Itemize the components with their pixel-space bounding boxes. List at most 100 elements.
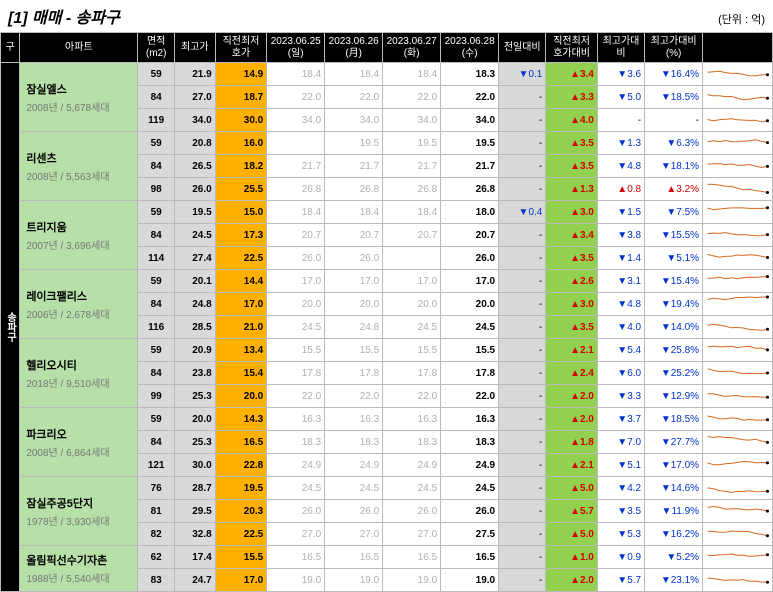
apt-name: 헬리오시티2018년 / 9,510세대 [20,339,138,408]
delta-cell: - [499,86,546,109]
cell: 17.0 [383,270,441,293]
table-row: 리센츠2008년 / 5,563세대5920.816.019.519.519.5… [1,132,773,155]
delta-cell: 23.1% [645,569,703,592]
cell: 84 [138,293,175,316]
apt-name: 트리지움2007년 / 3,696세대 [20,201,138,270]
cell: 26.8 [267,178,325,201]
delta-cell: 5.0 [597,86,644,109]
cell: 81 [138,500,175,523]
cell: 24.5 [267,477,325,500]
cell: 18.2 [215,155,267,178]
sparkline-cell [703,63,773,86]
sparkline-cell [703,431,773,454]
sparkline-cell [703,270,773,293]
cell: 19.5 [215,477,267,500]
col-header: 2023.06.26(月) [325,33,383,63]
delta-cell: 2.0 [546,408,598,431]
delta-cell: - [499,339,546,362]
cell: 24.5 [441,316,499,339]
table-row: 송파구잠실엘스2008년 / 5,678세대5921.914.918.418.4… [1,63,773,86]
cell: 116 [138,316,175,339]
cell: 19.5 [325,132,383,155]
cell: 15.0 [215,201,267,224]
delta-cell: - [499,362,546,385]
unit-label: (단위 : 억) [718,11,765,27]
delta-cell: 18.1% [645,155,703,178]
cell: 30.0 [215,109,267,132]
cell: 20.1 [174,270,215,293]
delta-cell: 1.4 [597,247,644,270]
cell: 16.3 [441,408,499,431]
delta-cell: 15.5% [645,224,703,247]
cell: 21.7 [441,155,499,178]
cell: 84 [138,362,175,385]
cell: 26.8 [325,178,383,201]
cell: 21.7 [267,155,325,178]
cell: 18.4 [325,201,383,224]
cell: 20.0 [441,293,499,316]
cell: 20.7 [383,224,441,247]
cell: 20.0 [325,293,383,316]
cell: 24.8 [325,316,383,339]
cell: 59 [138,132,175,155]
cell: 34.0 [325,109,383,132]
apt-name: 잠실엘스2008년 / 5,678세대 [20,63,138,132]
delta-cell: 14.6% [645,477,703,500]
cell: 19.0 [267,569,325,592]
delta-cell: 7.0 [597,431,644,454]
cell: 17.8 [441,362,499,385]
cell: 29.5 [174,500,215,523]
cell: 21.7 [325,155,383,178]
cell: 34.0 [383,109,441,132]
cell: 20.0 [267,293,325,316]
delta-cell: - [499,109,546,132]
delta-cell: - [499,385,546,408]
delta-cell: - [499,431,546,454]
cell: 34.0 [267,109,325,132]
cell: 18.3 [267,431,325,454]
cell: 121 [138,454,175,477]
cell: 20.0 [215,385,267,408]
cell: 98 [138,178,175,201]
cell: 84 [138,224,175,247]
delta-cell: 3.5 [597,500,644,523]
delta-cell: 2.1 [546,339,598,362]
cell: 27.5 [441,523,499,546]
sparkline-cell [703,546,773,569]
cell [383,247,441,270]
cell: 22.0 [383,86,441,109]
cell: 18.3 [441,431,499,454]
cell: 26.8 [441,178,499,201]
cell: 76 [138,477,175,500]
cell: 25.5 [215,178,267,201]
sparkline-cell [703,293,773,316]
cell: 27.0 [383,523,441,546]
delta-cell: 2.4 [546,362,598,385]
sparkline-cell [703,477,773,500]
delta-cell: 6.0 [597,362,644,385]
col-header: 직전최저호가대비 [546,33,598,63]
cell: 19.0 [441,569,499,592]
delta-cell: 0.4 [499,201,546,224]
cell: 16.3 [267,408,325,431]
cell: 20.7 [441,224,499,247]
delta-cell: 2.6 [546,270,598,293]
cell: 21.7 [383,155,441,178]
sparkline-cell [703,385,773,408]
cell: 26.0 [267,247,325,270]
cell: 20.3 [215,500,267,523]
cell: 23.8 [174,362,215,385]
cell: 27.0 [174,86,215,109]
table-row: 올림픽선수기자촌1988년 / 5,540세대6217.415.516.516.… [1,546,773,569]
delta-cell: 5.7 [546,500,598,523]
cell: 59 [138,63,175,86]
cell: 114 [138,247,175,270]
delta-cell: 3.1 [597,270,644,293]
cell: 22.0 [383,385,441,408]
delta-cell: 16.2% [645,523,703,546]
cell: 18.4 [325,63,383,86]
cell: 26.0 [441,247,499,270]
delta-cell: 3.3 [546,86,598,109]
table-row: 파크리오2008년 / 6,864세대5920.014.316.316.316.… [1,408,773,431]
cell: 34.0 [441,109,499,132]
